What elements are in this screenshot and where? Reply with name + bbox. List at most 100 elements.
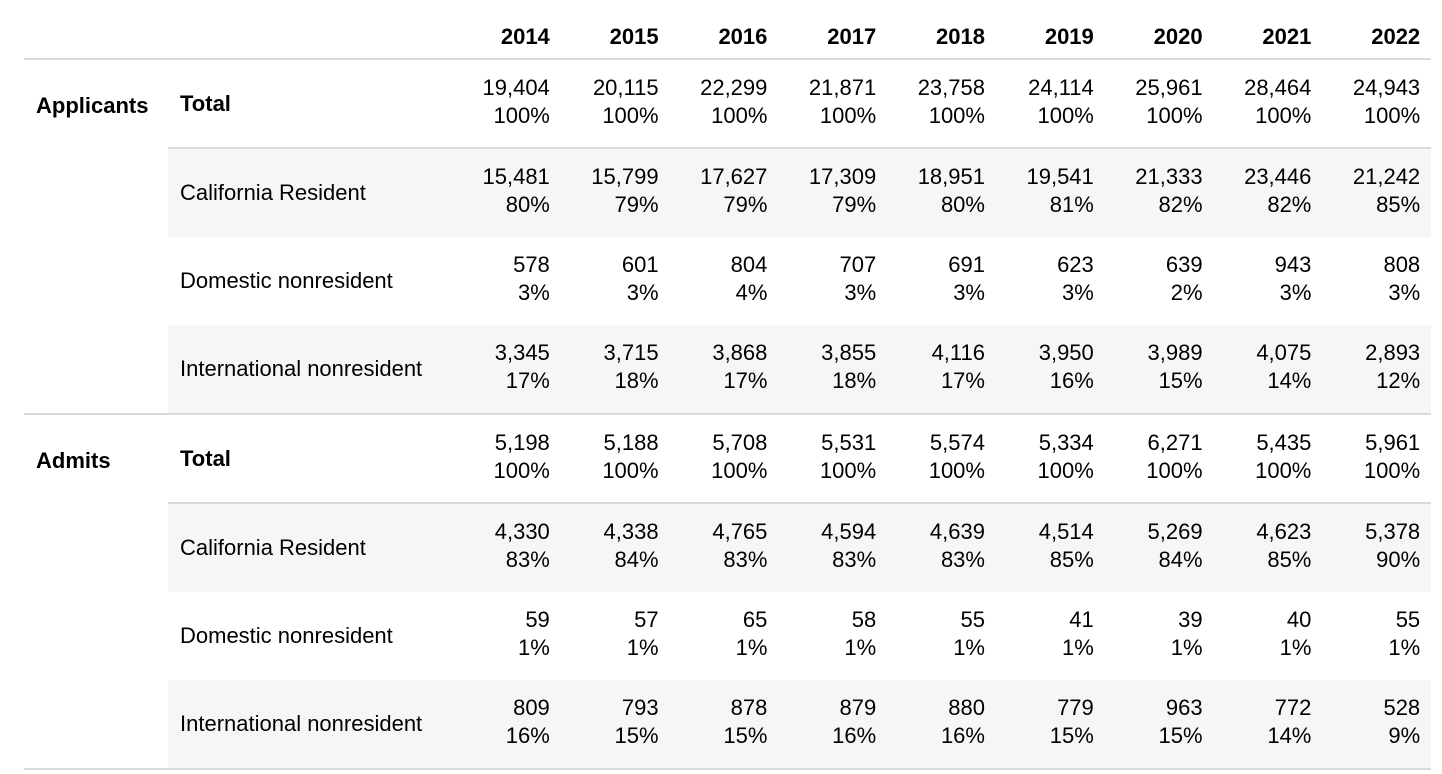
count-value: 24,943 [1352,75,1421,100]
percent-value: 100% [1037,103,1094,128]
value-cell: 4,075 14% [1213,325,1323,415]
count-value: 23,446 [1244,164,1312,189]
count-value: 528 [1383,695,1421,720]
count-value: 21,333 [1135,164,1203,189]
count-value: 943 [1274,252,1312,277]
count-value: 4,514 [1038,519,1094,544]
percent-value: 1% [735,635,768,660]
percent-value: 3% [1388,280,1421,305]
count-value: 58 [851,607,877,632]
value-cell: 21,242 85% [1322,148,1432,237]
value-cell: 57 1% [561,592,670,680]
percent-value: 1% [626,635,659,660]
count-value: 5,334 [1038,430,1094,455]
admissions-table: 2014 2015 2016 2017 2018 2019 2020 2021 … [24,15,1432,770]
percent-value: 1% [1170,635,1203,660]
percent-value: 100% [1255,103,1312,128]
year-header-row: 2014 2015 2016 2017 2018 2019 2020 2021 … [24,15,1432,60]
value-cell: 809 16% [452,680,561,770]
count-value: 6,271 [1147,430,1203,455]
count-value: 4,330 [494,519,550,544]
value-cell: 59 1% [452,592,561,680]
percent-value: 100% [928,458,985,483]
value-cell: 5,435 100% [1213,414,1323,504]
count-value: 3,868 [712,340,768,365]
percent-value: 83% [505,547,550,572]
value-cell: 880 16% [887,680,996,770]
value-cell: 4,330 83% [452,503,561,592]
count-value: 19,404 [482,75,550,100]
value-cell: 5,708 100% [669,414,779,504]
percent-value: 3% [518,280,550,305]
percent-value: 100% [819,458,877,483]
count-value: 5,574 [929,430,985,455]
value-cell: 4,514 85% [995,503,1105,592]
percent-value: 83% [832,547,877,572]
count-value: 59 [525,607,550,632]
value-cell: 4,594 83% [778,503,888,592]
percent-value: 83% [940,547,985,572]
value-cell: 5,574 100% [887,414,996,504]
percent-value: 15% [1158,723,1203,748]
value-cell: 528 9% [1322,680,1432,770]
year-header: 2020 [1104,15,1214,60]
year-header: 2017 [778,15,888,60]
count-value: 691 [948,252,985,277]
count-value: 4,116 [931,340,985,365]
value-cell: 779 15% [995,680,1105,770]
value-cell: 4,116 17% [887,325,996,415]
count-value: 57 [634,607,659,632]
percent-value: 90% [1376,547,1421,572]
count-value: 23,758 [917,75,985,100]
group-label: Admits [24,414,168,770]
table-row: California Resident 15,481 80% 15,799 79% 17,… [24,148,1432,237]
value-cell: 5,378 90% [1322,503,1432,592]
year-header: 2022 [1322,15,1432,60]
percent-value: 85% [1049,547,1094,572]
percent-value: 9% [1388,723,1421,748]
value-cell: 639 2% [1105,237,1214,325]
count-value: 5,378 [1365,519,1421,544]
count-value: 3,345 [494,340,550,365]
value-cell: 20,115 100% [560,59,670,149]
value-cell: 5,334 100% [995,414,1105,504]
percent-value: 100% [602,458,659,483]
group-label: Applicants [24,59,168,415]
percent-value: 100% [711,103,768,128]
percent-value: 15% [723,723,768,748]
value-cell: 17,627 79% [669,148,779,237]
value-cell: 4,623 85% [1213,503,1323,592]
percent-value: 12% [1376,368,1421,393]
year-header: 2019 [995,15,1105,60]
count-value: 3,855 [821,340,877,365]
percent-value: 16% [1049,368,1094,393]
percent-value: 18% [614,368,659,393]
percent-value: 2% [1170,280,1203,305]
percent-value: 4% [735,280,768,305]
value-cell: 19,541 81% [995,148,1105,237]
value-cell: 21,871 100% [778,59,888,149]
count-value: 809 [513,695,550,720]
value-cell: 4,639 83% [887,503,996,592]
value-cell: 41 1% [996,592,1105,680]
count-value: 5,531 [821,430,877,455]
count-value: 793 [621,695,659,720]
value-cell: 3,715 18% [560,325,670,415]
year-header: 2016 [669,15,779,60]
percent-value: 79% [832,192,877,217]
count-value: 19,541 [1026,164,1094,189]
value-cell: 55 1% [1322,592,1431,680]
count-value: 5,188 [603,430,659,455]
value-cell: 5,961 100% [1322,414,1432,504]
percent-value: 3% [844,280,877,305]
value-cell: 623 3% [996,237,1105,325]
percent-value: 85% [1376,192,1421,217]
value-cell: 17,309 79% [778,148,888,237]
percent-value: 100% [1255,458,1312,483]
count-value: 17,309 [808,164,877,189]
percent-value: 80% [940,192,985,217]
percent-value: 17% [723,368,768,393]
value-cell: 793 15% [560,680,670,770]
count-value: 772 [1274,695,1312,720]
value-cell: 3,950 16% [995,325,1105,415]
